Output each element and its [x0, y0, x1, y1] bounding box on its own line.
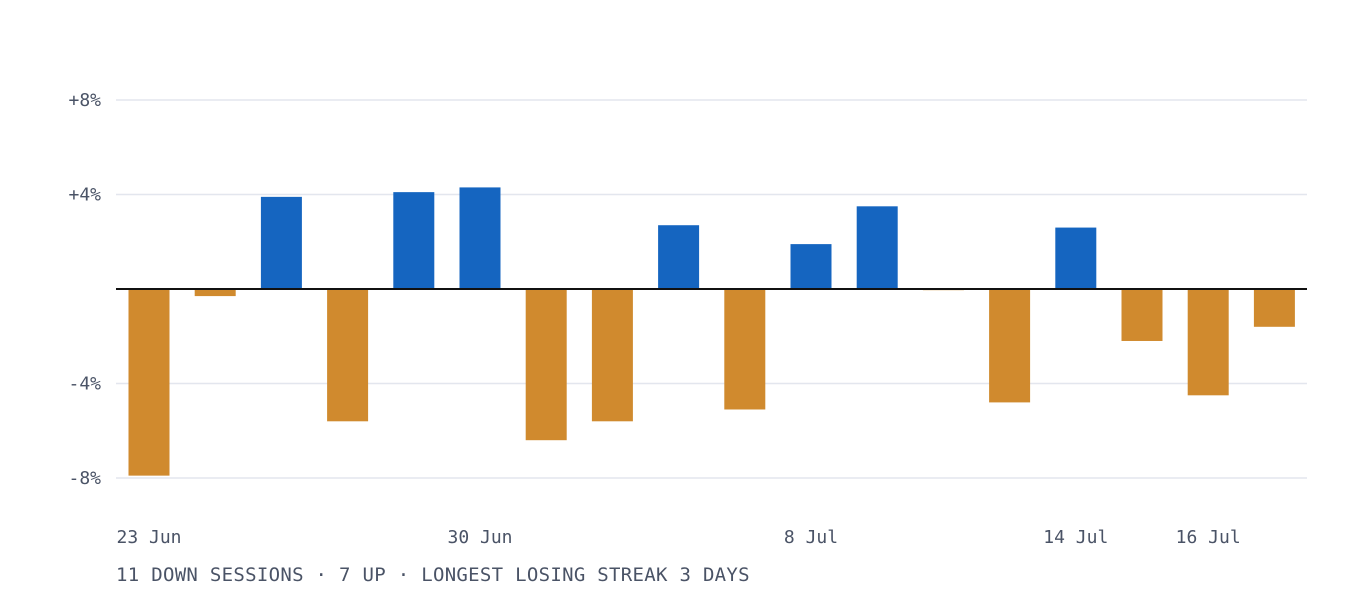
y-tick-label: +4%: [68, 185, 101, 206]
gridlines: [116, 99, 1307, 479]
y-tick-label: -8%: [68, 468, 101, 489]
y-tick-label: +8%: [68, 90, 101, 111]
bar-down: [128, 289, 170, 476]
bar-down: [1121, 289, 1163, 341]
bar-down: [525, 289, 567, 441]
x-axis-ticks: 23 Jun 30 Jun 8 Jul 14 Jul 16 Jul: [116, 527, 1240, 548]
bar-chart: +8% +4% -4% -8% 23 Jun 30 Jun 8 Jul 14 Jul 16 J…: [68, 90, 1307, 548]
x-tick-label: 8 Jul: [784, 527, 838, 548]
bar-down: [194, 289, 236, 297]
chart-caption: 11 DOWN SESSIONS · 7 UP · LONGEST LOSING…: [116, 564, 750, 586]
bar-down: [989, 289, 1031, 403]
bar-up: [658, 225, 700, 289]
bar-up: [459, 187, 501, 289]
bar-up: [790, 244, 832, 289]
bar-up: [260, 196, 302, 289]
x-tick-label: 30 Jun: [447, 527, 512, 548]
x-tick-label: 23 Jun: [116, 527, 181, 548]
y-axis-ticks: +8% +4% -4% -8%: [68, 90, 101, 489]
bar-up: [1055, 227, 1097, 289]
bar-down: [327, 289, 369, 422]
bar-up: [393, 192, 435, 289]
bar-down: [1253, 289, 1295, 327]
bars: [128, 187, 1295, 476]
bar-down: [1187, 289, 1229, 396]
bar-down: [591, 289, 633, 422]
bar-up: [856, 206, 898, 289]
x-tick-label: 14 Jul: [1043, 527, 1108, 548]
bar-down: [724, 289, 766, 410]
y-tick-label: -4%: [68, 374, 101, 395]
x-tick-label: 16 Jul: [1176, 527, 1241, 548]
